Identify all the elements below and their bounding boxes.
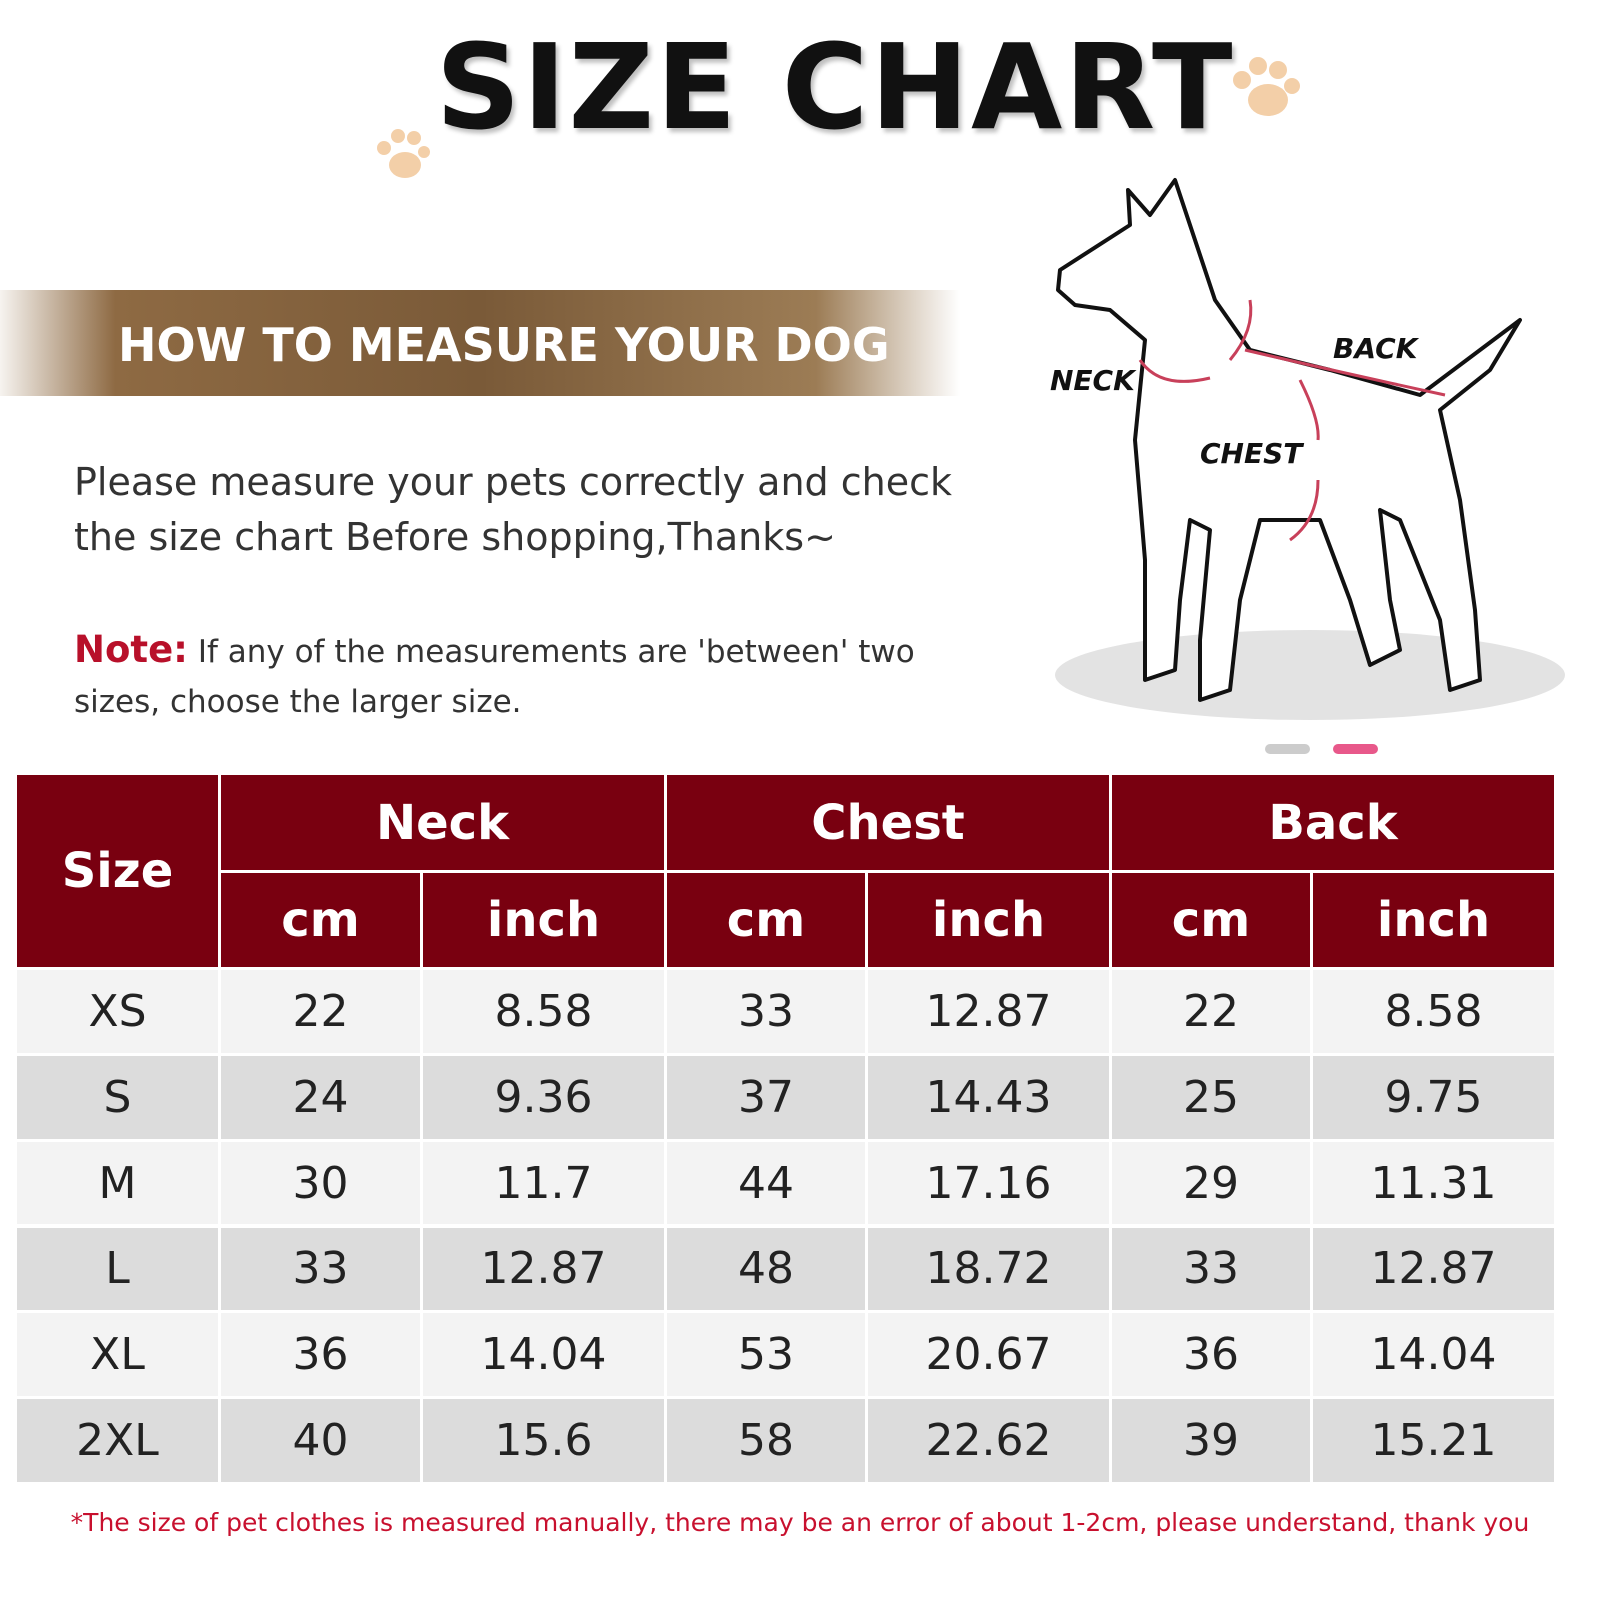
- unit-header: inch: [1313, 873, 1554, 967]
- value-cell: 15.21: [1313, 1399, 1554, 1482]
- value-cell: 30: [221, 1141, 420, 1225]
- title: SIZE CHART: [435, 18, 1235, 156]
- value-cell: 44: [667, 1141, 865, 1225]
- banner: [0, 290, 960, 396]
- dot-active: [1333, 744, 1378, 754]
- size-header: Size: [17, 775, 218, 967]
- note-text: If any of the measurements are 'between'…: [74, 634, 915, 720]
- measure-arrows: [1138, 299, 1446, 542]
- value-cell: 14.04: [1313, 1313, 1554, 1397]
- value-cell: 22: [1112, 970, 1310, 1053]
- size-table: Size Neck Chest Back cm inch cm inch cm inch XS 22 8…: [17, 775, 1557, 1485]
- neck-label: NECK: [1050, 364, 1137, 397]
- paw-print: [377, 57, 1300, 178]
- value-cell: 33: [1112, 1227, 1310, 1311]
- value-cell: 22.62: [868, 1399, 1109, 1482]
- note-label: Note:: [74, 628, 188, 671]
- value-cell: 29: [1112, 1141, 1310, 1225]
- size-cell: XS: [17, 970, 218, 1053]
- value-cell: 11.31: [1313, 1141, 1554, 1225]
- size-cell: M: [17, 1141, 218, 1225]
- banner-title: HOW TO MEASURE YOUR DOG: [118, 318, 890, 372]
- size-cell: XL: [17, 1313, 218, 1397]
- size-cell: S: [17, 1055, 218, 1139]
- value-cell: 9.75: [1313, 1055, 1554, 1139]
- value-cell: 24: [221, 1055, 420, 1139]
- decor: NECK BACK CHEST: [377, 57, 1565, 754]
- unit-header: cm: [667, 873, 865, 967]
- size-cell: L: [17, 1227, 218, 1311]
- note: Note: If any of the measurements are 'be…: [74, 625, 954, 727]
- intro-text: Please measure your pets correctly and c…: [74, 460, 953, 559]
- chest-label: CHEST: [1200, 437, 1304, 470]
- value-cell: 40: [221, 1399, 420, 1482]
- footer: *The size of pet clothes is measured man…: [70, 1508, 1530, 1537]
- value-cell: 22: [221, 970, 420, 1053]
- value-cell: 9.36: [423, 1055, 664, 1139]
- value-cell: 36: [1112, 1313, 1310, 1397]
- value-cell: 12.87: [1313, 1227, 1554, 1311]
- value-cell: 12.87: [868, 970, 1109, 1053]
- shadow: [1055, 630, 1565, 720]
- value-cell: 15.6: [423, 1399, 664, 1482]
- group-header: Back: [1112, 775, 1554, 870]
- size-cell: 2XL: [17, 1399, 218, 1482]
- group-header: Chest: [667, 775, 1109, 870]
- value-cell: 12.87: [423, 1227, 664, 1311]
- value-cell: 8.58: [1313, 970, 1554, 1053]
- group-header: Neck: [221, 775, 664, 870]
- value-cell: 20.67: [868, 1313, 1109, 1397]
- value-cell: 58: [667, 1399, 865, 1482]
- unit-header: inch: [868, 873, 1109, 967]
- value-cell: 17.16: [868, 1141, 1109, 1225]
- value-cell: 37: [667, 1055, 865, 1139]
- value-cell: 8.58: [423, 970, 664, 1053]
- value-cell: 48: [667, 1227, 865, 1311]
- unit-header: inch: [423, 873, 664, 967]
- unit-header: cm: [1112, 873, 1310, 967]
- value-cell: 33: [667, 970, 865, 1053]
- value-cell: 25: [1112, 1055, 1310, 1139]
- value-cell: 39: [1112, 1399, 1310, 1482]
- value-cell: 36: [221, 1313, 420, 1397]
- value-cell: 33: [221, 1227, 420, 1311]
- value-cell: 53: [667, 1313, 865, 1397]
- value-cell: 14.04: [423, 1313, 664, 1397]
- value-cell: 18.72: [868, 1227, 1109, 1311]
- value-cell: 11.7: [423, 1141, 664, 1225]
- back-label: BACK: [1333, 332, 1420, 365]
- value-cell: 14.43: [868, 1055, 1109, 1139]
- dot: [1265, 744, 1310, 754]
- unit-header: cm: [221, 873, 420, 967]
